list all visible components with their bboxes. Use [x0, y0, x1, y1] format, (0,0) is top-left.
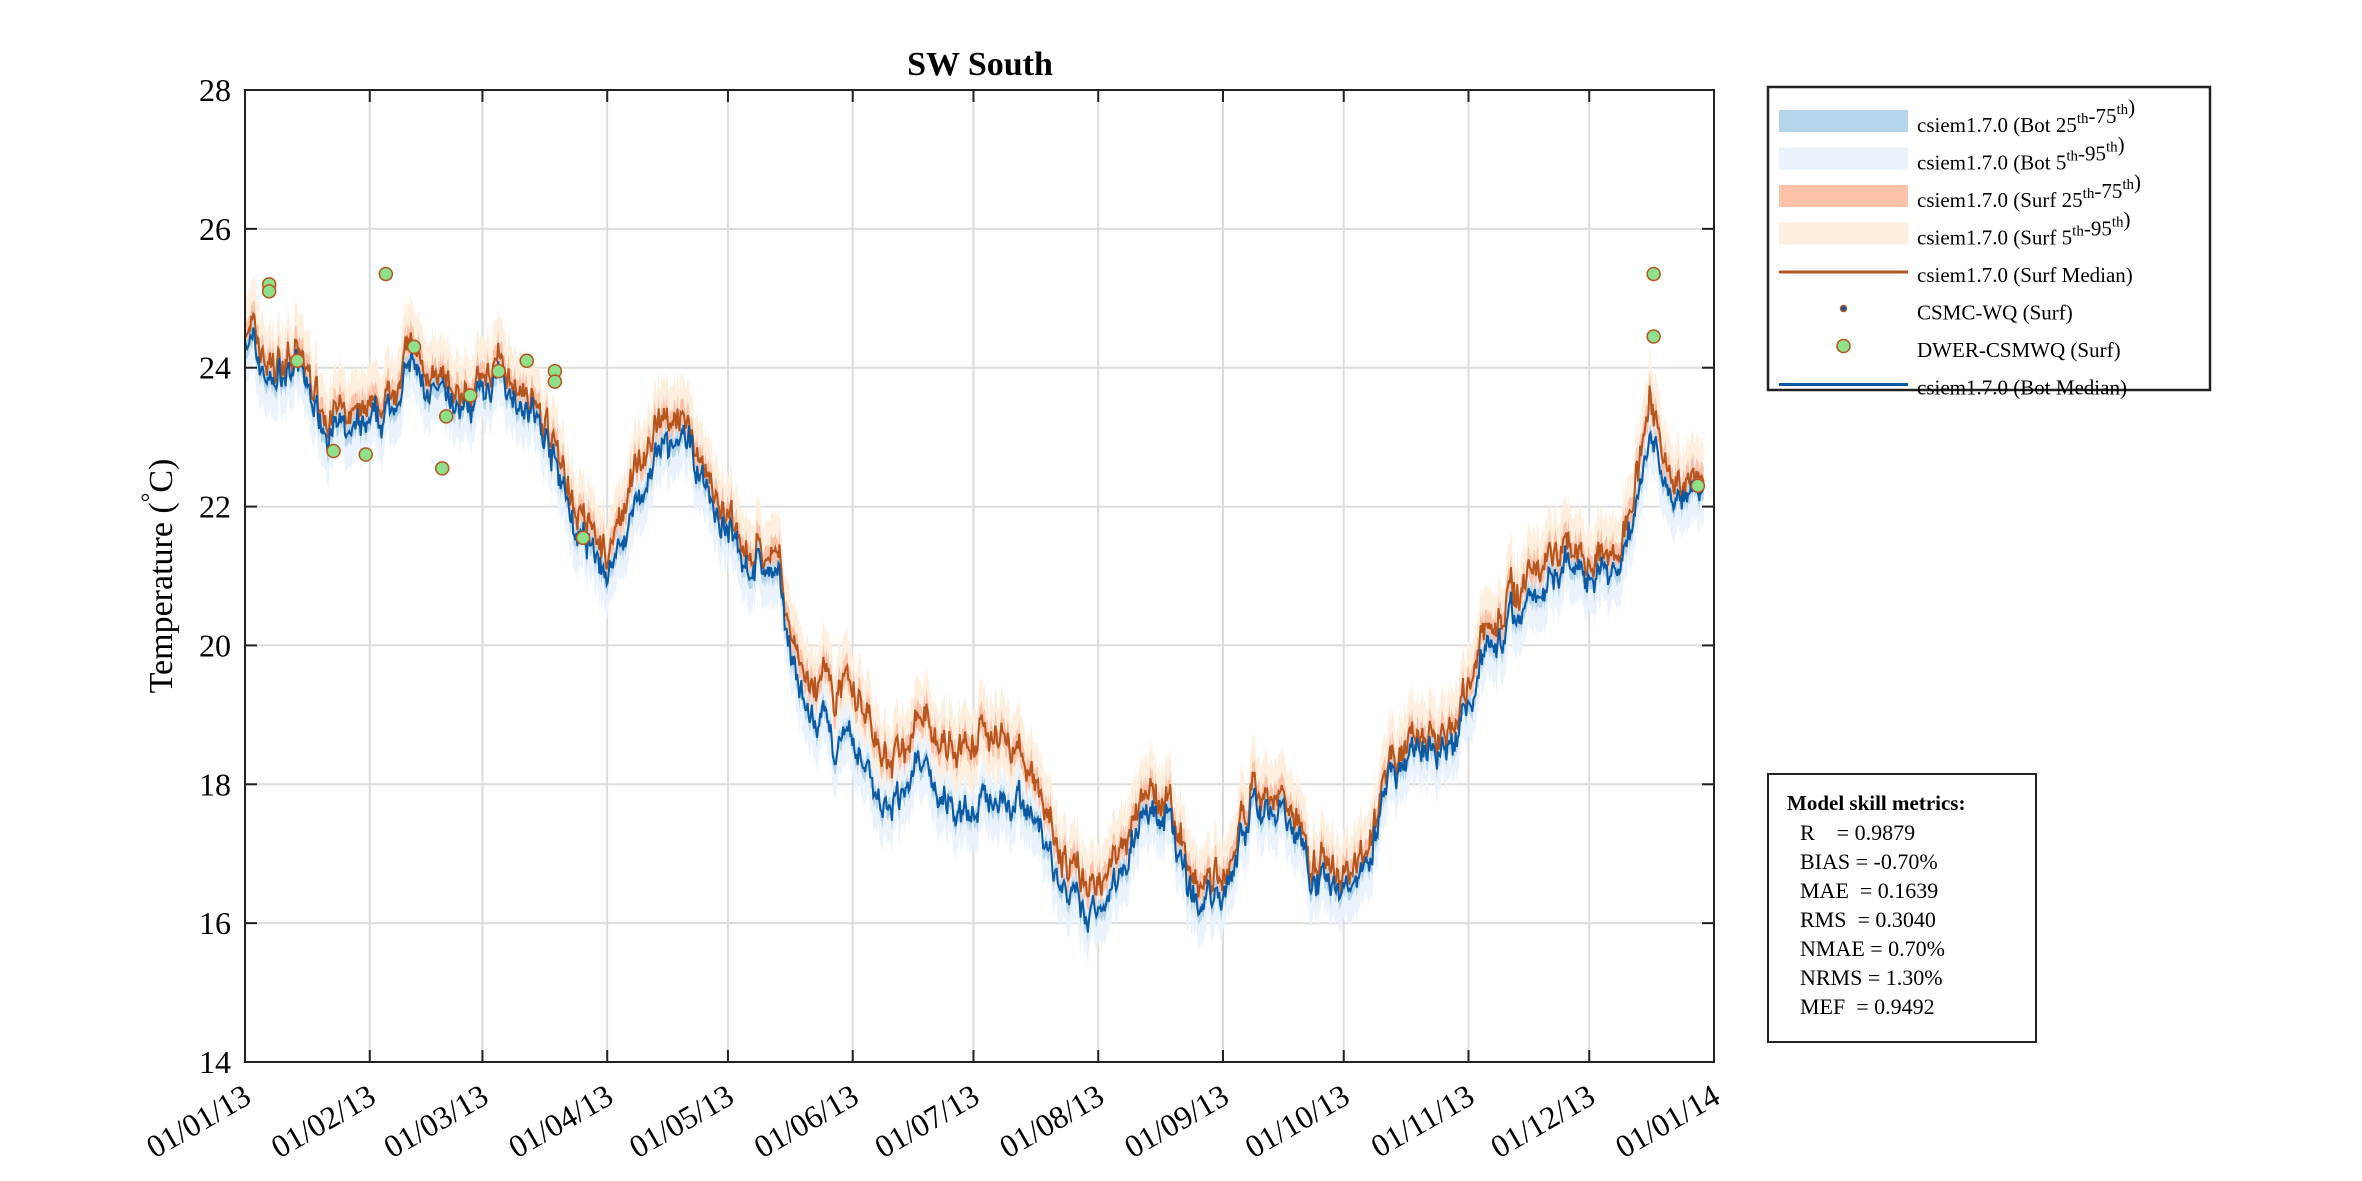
metric-line: BIAS = -0.70% [1800, 849, 1938, 874]
metric-line: MEF = 0.9492 [1800, 994, 1935, 1019]
bot-5-95-band [245, 303, 1704, 968]
legend-swatch-bot_5_95 [1779, 147, 1908, 170]
dwer-point [519, 353, 534, 369]
x-tick-label: 01/01/14 [1609, 1077, 1726, 1165]
legend-label: csiem1.7.0 (Surf 25th-75th) [1917, 170, 2141, 212]
legend-swatch-surf_5_95 [1779, 222, 1908, 245]
dwer-point [326, 443, 341, 459]
x-tick-label: 01/01/13 [140, 1077, 257, 1165]
x-tick-label: 01/03/13 [377, 1077, 494, 1165]
dwer-point [290, 353, 305, 369]
y-tick-label: 16 [199, 905, 231, 941]
y-tick-label: 22 [199, 489, 231, 525]
legend-label: csiem1.7.0 (Bot 25th-75th) [1917, 95, 2135, 137]
median-lines [244, 311, 1705, 933]
x-tick-label: 01/12/13 [1484, 1077, 1601, 1165]
dwer-point [547, 374, 563, 389]
x-tick-label: 01/04/13 [502, 1077, 619, 1165]
dwer-point [463, 388, 478, 403]
dwer-point [378, 266, 394, 282]
metric-line: NRMS = 1.30% [1800, 965, 1943, 990]
legend-marker-csmc [1839, 304, 1848, 313]
grid [244, 89, 1715, 1063]
metric-line: R = 0.9879 [1800, 820, 1915, 845]
y-tick-label: 20 [199, 627, 231, 663]
metrics-title: Model skill metrics: [1787, 791, 1965, 815]
dwer-point [261, 284, 277, 299]
surf-median-line [244, 311, 1705, 898]
dwer-point [575, 530, 591, 546]
legend-label: csiem1.7.0 (Surf 5th-95th) [1917, 208, 2131, 250]
y-tick-label: 18 [199, 766, 231, 802]
plot-frame [244, 89, 1715, 1063]
legend-label: CSMC-WQ (Surf) [1917, 301, 2073, 325]
metrics-box [1767, 773, 2037, 1043]
dwer-point [1690, 478, 1706, 493]
x-tick-label: 01/08/13 [993, 1077, 1110, 1165]
x-tick-label: 01/07/13 [868, 1077, 985, 1165]
x-tick-label: 01/06/13 [748, 1077, 865, 1165]
y-axis-label: Temperature (°C) [138, 459, 180, 694]
legend-marker-dwer [1836, 338, 1851, 354]
dwer-point [434, 461, 450, 476]
dwer-point [1646, 329, 1661, 344]
metric-line: RMS = 0.3040 [1800, 907, 1936, 932]
y-tick-label: 24 [199, 350, 231, 386]
legend-label: DWER-CSMWQ (Surf) [1917, 338, 2121, 362]
y-tick-label: 14 [199, 1044, 231, 1080]
legend-label: csiem1.7.0 (Bot 5th-95th) [1917, 133, 2125, 175]
dwer-point [491, 363, 506, 379]
x-tick-label: 01/09/13 [1118, 1077, 1235, 1165]
x-tick-label: 01/10/13 [1239, 1077, 1356, 1165]
metric-line: NMAE = 0.70% [1800, 936, 1945, 961]
metric-line: MAE = 0.1639 [1800, 878, 1938, 903]
observation-points [261, 266, 1706, 546]
x-tick-label: 01/11/13 [1364, 1077, 1480, 1164]
dwer-point [406, 339, 422, 355]
legend-swatch-bot_25_75 [1779, 110, 1908, 132]
dwer-point [1646, 266, 1661, 282]
bot-median-line [244, 327, 1705, 933]
y-tick-label: 28 [199, 72, 231, 108]
y-tick-label: 26 [199, 211, 231, 247]
legend: csiem1.7.0 (Bot 25th-75th)csiem1.7.0 (Bo… [1766, 85, 2212, 400]
legend-label: csiem1.7.0 (Surf Median) [1917, 263, 2133, 287]
dwer-point [358, 447, 373, 462]
legend-label: csiem1.7.0 (Bot Median) [1917, 376, 2127, 400]
chart-title: SW South [907, 46, 1053, 83]
x-tick-label: 01/02/13 [265, 1077, 382, 1165]
skill-metrics-box: Model skill metrics: R = 0.9879 BIAS = -0… [1767, 773, 2037, 1043]
x-tick-label: 01/05/13 [623, 1077, 740, 1165]
dwer-point [438, 409, 454, 424]
legend-swatch-surf_25_75 [1779, 185, 1908, 207]
